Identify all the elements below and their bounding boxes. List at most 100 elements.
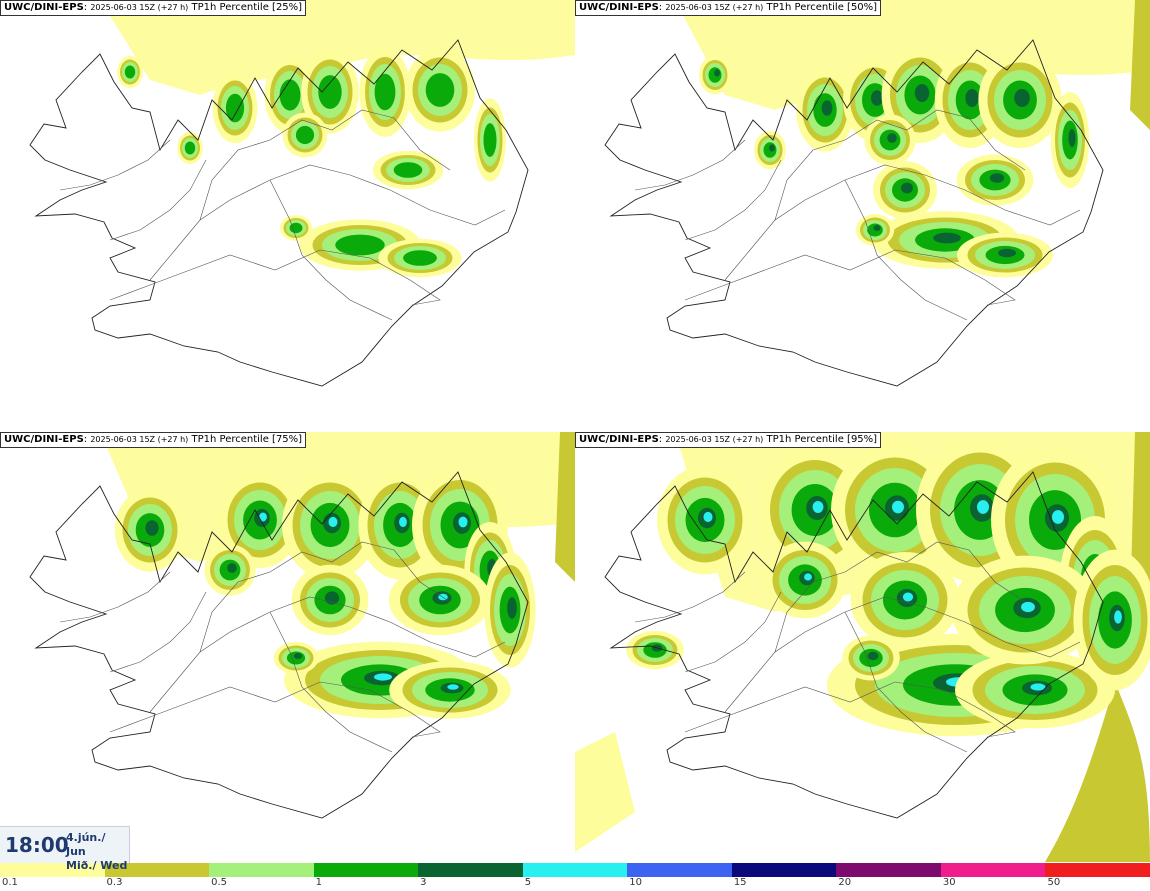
precip-area <box>1014 89 1030 107</box>
road-line <box>269 611 393 753</box>
percentile-label: [95%] <box>847 434 878 445</box>
percentile-label: [75%] <box>272 434 303 445</box>
road-line <box>634 571 746 623</box>
legend-swatch <box>418 863 524 877</box>
legend-swatch <box>313 863 419 877</box>
road-line <box>149 164 506 281</box>
coastline <box>604 39 1104 387</box>
road-line <box>59 571 171 623</box>
panel-title: UWC/DINI-EPS: 2025-06-03 15Z (+27 h) TP1… <box>0 432 307 448</box>
precip-area <box>289 222 303 234</box>
legend-swatch <box>209 863 315 877</box>
run-info: 2025-06-03 15Z (+27 h) <box>665 435 764 444</box>
road-line <box>684 159 782 241</box>
precip-area <box>867 651 879 661</box>
model-name: UWC/DINI-EPS <box>4 434 84 445</box>
legend-swatch <box>627 863 733 877</box>
panel-title: UWC/DINI-EPS: 2025-06-03 15Z (+27 h) TP1… <box>0 0 307 16</box>
model-name: UWC/DINI-EPS <box>579 434 659 445</box>
precip-area <box>483 123 497 157</box>
model-name: UWC/DINI-EPS <box>4 2 84 13</box>
precip-area <box>403 250 437 266</box>
legend-label: 30 <box>942 877 956 888</box>
precip-area <box>1021 601 1035 613</box>
precip-area <box>812 501 824 513</box>
road-line <box>684 249 1016 306</box>
sea-precip-band <box>555 432 575 582</box>
valid-time: 18:00 <box>5 833 69 857</box>
road-line <box>149 596 506 713</box>
run-info: 2025-06-03 15Z (+27 h) <box>665 3 764 12</box>
legend-label: 0.3 <box>106 877 123 888</box>
precip-area <box>804 573 812 581</box>
precip-area <box>227 563 237 573</box>
coastline <box>29 471 529 819</box>
percentile-label: [50%] <box>847 2 878 13</box>
field-name: TP1h Percentile <box>191 434 269 445</box>
precip-area <box>1068 129 1076 147</box>
legend-swatch <box>836 863 942 877</box>
road-line <box>269 179 393 321</box>
precip-area <box>124 65 136 79</box>
precip-area <box>887 133 897 143</box>
precip-area <box>318 75 342 109</box>
road-line <box>684 681 1016 738</box>
precip-area <box>1030 683 1046 691</box>
sea-precip-band <box>575 732 635 852</box>
legend-label: 5 <box>524 877 532 888</box>
legend-label: 20 <box>838 877 852 888</box>
road-line <box>844 611 968 753</box>
valid-time-box: 18:00 4.jún./ Jun Mið./ Wed <box>0 826 130 872</box>
precip-area <box>328 516 338 528</box>
precip-area <box>184 141 196 155</box>
legend-label: 10 <box>629 877 642 888</box>
precip-area <box>914 84 930 102</box>
precip-area <box>977 500 989 514</box>
legend-label: 0.5 <box>211 877 227 888</box>
road-line <box>199 541 451 653</box>
road-line <box>724 164 1081 281</box>
precip-area <box>507 597 517 619</box>
road-line <box>109 591 207 673</box>
legend-label: 15 <box>733 877 747 888</box>
date-line-1: 4.jún./ Jun <box>66 831 106 858</box>
legend-swatch <box>0 863 106 877</box>
panel-top-left: UWC/DINI-EPS: 2025-06-03 15Z (+27 h) TP1… <box>0 0 575 430</box>
road-line <box>724 596 1081 713</box>
precip-area <box>989 173 1005 183</box>
precip-area <box>335 234 385 256</box>
legend-swatch <box>731 863 837 877</box>
precip-area <box>873 225 881 231</box>
run-info: 2025-06-03 15Z (+27 h) <box>90 435 189 444</box>
legend-label: 50 <box>1047 877 1061 888</box>
precip-area <box>399 516 407 528</box>
precip-area <box>374 73 396 111</box>
road-line <box>109 159 207 241</box>
legend-swatch <box>940 863 1046 877</box>
coastline <box>29 39 529 387</box>
precip-area <box>458 516 468 528</box>
precip-map <box>29 432 575 819</box>
field-name: TP1h Percentile <box>766 2 844 13</box>
valid-date: 4.jún./ Jun Mið./ Wed <box>66 831 129 873</box>
road-line <box>199 109 451 221</box>
legend-swatch <box>104 863 210 877</box>
precip-area <box>821 100 833 116</box>
road-line <box>844 179 968 321</box>
coastline <box>604 471 1104 819</box>
road-line <box>774 541 1026 653</box>
precip-area <box>703 511 713 523</box>
road-line <box>634 139 746 191</box>
road-line <box>59 139 171 191</box>
date-line-2: Mið./ Wed <box>66 859 128 872</box>
precip-map <box>575 432 1150 862</box>
panel-top-right: UWC/DINI-EPS: 2025-06-03 15Z (+27 h) TP1… <box>575 0 1150 430</box>
panel-bottom-right: UWC/DINI-EPS: 2025-06-03 15Z (+27 h) TP1… <box>575 432 1150 862</box>
precip-area <box>933 232 961 244</box>
precip-area <box>902 592 914 602</box>
panel-title: UWC/DINI-EPS: 2025-06-03 15Z (+27 h) TP1… <box>575 432 882 448</box>
precip-area <box>279 79 301 111</box>
sea-precip-band <box>1045 682 1150 862</box>
panel-bottom-left: UWC/DINI-EPS: 2025-06-03 15Z (+27 h) TP1… <box>0 432 575 862</box>
precip-area <box>393 162 423 178</box>
